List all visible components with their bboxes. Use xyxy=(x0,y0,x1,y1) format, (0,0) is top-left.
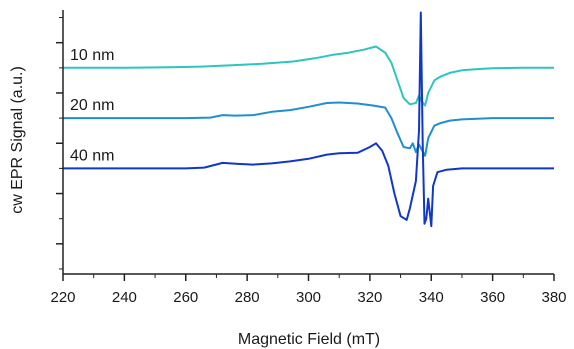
series-line-2 xyxy=(63,101,554,157)
x-tick-label: 360 xyxy=(480,289,505,306)
x-tick-label: 260 xyxy=(173,289,198,306)
x-tick-label: 240 xyxy=(112,289,137,306)
series-line-1 xyxy=(63,45,554,107)
x-tick-label: 340 xyxy=(419,289,444,306)
x-tick-label: 300 xyxy=(296,289,321,306)
x-axis-title: Magnetic Field (mT) xyxy=(238,331,380,348)
x-tick-label: 380 xyxy=(541,289,566,306)
x-tick-label: 280 xyxy=(235,289,260,306)
series-labels: 10 nm 20 nm 40 nm xyxy=(70,47,114,165)
plot-series xyxy=(63,11,554,228)
series-label-2: 20 nm xyxy=(70,97,114,114)
y-axis-title: cw EPR Signal (a.u.) xyxy=(9,66,26,214)
series-label-1: 10 nm xyxy=(70,47,114,64)
series-line-3 xyxy=(63,11,554,228)
series-label-3: 40 nm xyxy=(70,147,114,164)
x-axis: 220 240 260 280 300 320 340 360 380 xyxy=(50,273,567,306)
x-tick-label: 320 xyxy=(357,289,382,306)
y-axis xyxy=(56,10,64,274)
x-tick-label: 220 xyxy=(50,289,75,306)
